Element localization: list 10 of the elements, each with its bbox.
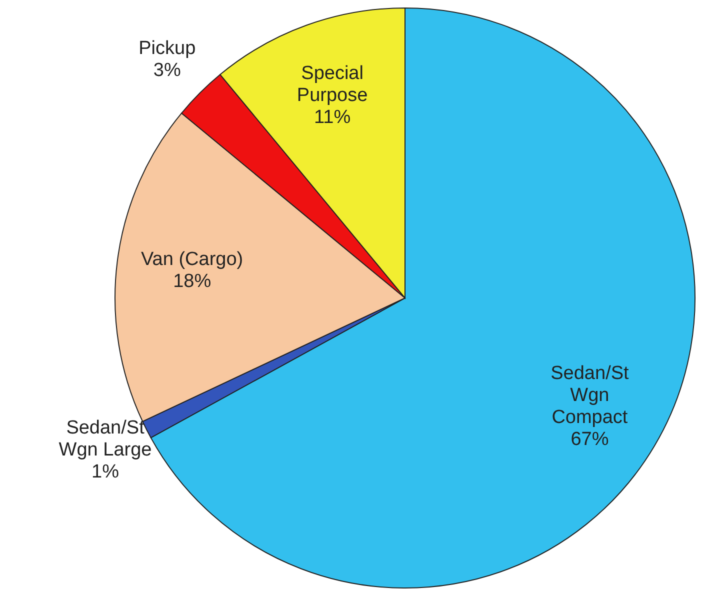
data-label: 1% [92, 462, 120, 483]
data-label: 11% [314, 107, 351, 128]
slice-label: Sedan/St Wgn Large [58, 418, 152, 461]
data-label: 3% [153, 60, 181, 82]
slice-label: Sedan/St Wgn Compact [550, 363, 630, 428]
slice-label: Special Purpose [296, 63, 368, 106]
slice-label: Pickup [138, 38, 196, 60]
slice-label: Van (Cargo) [141, 249, 244, 270]
data-label: 18% [173, 271, 212, 292]
data-label: 67% [570, 429, 609, 450]
